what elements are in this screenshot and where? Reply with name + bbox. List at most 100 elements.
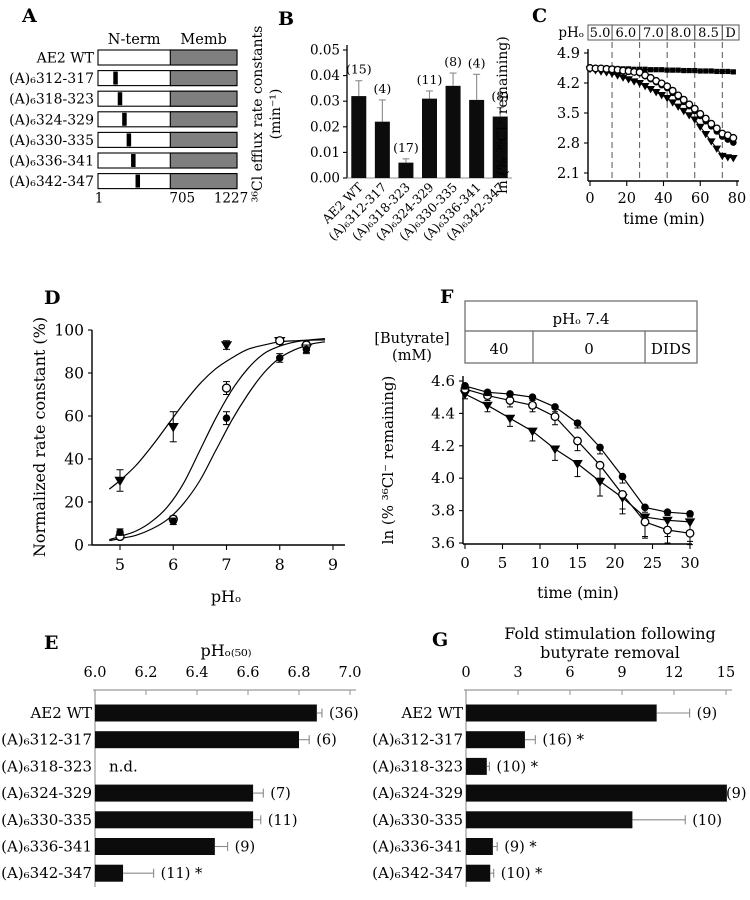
bar xyxy=(466,731,525,749)
y-tick-label: 0.03 xyxy=(310,94,340,110)
panel-f-line-chart: pHₒ 7.4 40 0 DIDS [Butyrate](mM) 4.6 4.4 4.2 4.0… xyxy=(374,300,700,602)
square-marker xyxy=(708,68,714,74)
variant-label: (A)₆330-335 xyxy=(372,811,463,829)
square-marker xyxy=(675,67,681,73)
variant-label: (A)₆318-323 xyxy=(1,757,92,775)
filled-circle-marker xyxy=(276,354,284,362)
panel-c-letter: C xyxy=(532,5,548,27)
butyrate-cell: 40 xyxy=(489,340,508,358)
open-circle-marker xyxy=(674,91,683,100)
square-marker xyxy=(730,69,736,75)
chart-title-line2: butyrate removal xyxy=(540,643,680,662)
x-tick-label: 5 xyxy=(115,555,125,574)
x-tick-label: 6 xyxy=(565,665,574,681)
ala-substitution-band xyxy=(135,174,141,188)
annotation: (9) * xyxy=(504,840,537,856)
open-circle-marker xyxy=(690,104,699,113)
annotation: (36) xyxy=(329,706,359,722)
condition-table xyxy=(464,300,698,364)
triangle-marker xyxy=(504,414,516,424)
y-tick-label: 4.6 xyxy=(431,372,455,390)
x-tick-label: 9 xyxy=(328,555,338,574)
variant-label: (A)₆342-347 xyxy=(9,174,94,190)
ala-substitution-band xyxy=(131,154,136,167)
panel-d-letter: D xyxy=(44,287,61,309)
filled-circle-marker xyxy=(222,414,231,422)
variant-label: AE2 WT xyxy=(400,704,463,722)
x-tick-label: 8 xyxy=(275,555,285,574)
series-open-circles xyxy=(115,336,312,542)
y-tick-label: 4.2 xyxy=(557,76,580,92)
triangle-marker xyxy=(679,107,689,116)
open-circle-marker xyxy=(595,460,605,470)
open-circle-marker xyxy=(701,114,710,123)
triangle-marker xyxy=(549,445,561,455)
triangle-marker xyxy=(673,103,683,111)
bar xyxy=(95,731,299,749)
y-tick-label: 60 xyxy=(64,408,84,426)
memb-box xyxy=(169,111,238,128)
open-circle-marker xyxy=(679,95,688,104)
open-circle-marker xyxy=(528,400,537,410)
bar xyxy=(466,838,493,855)
ph-cell-label: 5.0 xyxy=(590,26,611,41)
residue-705: 705 xyxy=(169,191,195,207)
memb-box xyxy=(169,173,238,190)
residue-1227: 1227 xyxy=(214,191,248,207)
y-tick-label: 2.1 xyxy=(557,166,580,182)
ala-substitution-band xyxy=(126,133,132,147)
filled-circle-marker xyxy=(483,388,492,397)
square-marker xyxy=(681,67,687,74)
y-tick-label: 20 xyxy=(64,494,84,512)
n-count: (4) xyxy=(373,81,391,96)
square-marker xyxy=(714,68,720,75)
variant-label: (A)₆318-323 xyxy=(9,92,94,108)
panel-g-letter: G xyxy=(432,629,449,651)
variant-label: (A)₆324-329 xyxy=(9,112,94,128)
x-tick-label: 6 xyxy=(168,555,178,574)
triangle-marker xyxy=(572,460,583,469)
panel-e-letter: E xyxy=(44,632,59,654)
triangle-marker xyxy=(646,86,655,94)
triangle-marker xyxy=(695,123,705,132)
variant-label: (A)₆336-341 xyxy=(372,838,463,856)
y-tick-label: 40 xyxy=(64,451,84,469)
triangle-marker xyxy=(712,145,722,153)
square-marker xyxy=(719,68,725,75)
triangle-marker xyxy=(657,92,667,100)
bar xyxy=(95,864,124,882)
bar xyxy=(469,99,485,178)
n-count: (8) xyxy=(444,54,462,69)
memb-box xyxy=(169,70,238,87)
triangle-marker xyxy=(220,341,233,351)
square-marker xyxy=(653,67,659,73)
x-tick-label: 0 xyxy=(585,191,594,207)
series-filled-circles xyxy=(461,382,694,518)
memb-box xyxy=(169,152,238,169)
x-tick-label: 15 xyxy=(717,665,735,681)
series-filled-circles xyxy=(586,64,737,146)
chart-title-line1: Fold stimulation following xyxy=(504,624,716,643)
y-axis-label: ln (% ³⁶Cl⁻ remaining) xyxy=(495,36,511,193)
x-tick-label: 60 xyxy=(691,191,709,207)
triangle-marker xyxy=(690,116,700,124)
y-axis-label: Normalized rate constant (%) xyxy=(30,317,49,557)
panel-b-bar-chart: 0.000.010.020.030.040.05(15)AE2 WT(4)(A)… xyxy=(250,26,512,244)
variant-label: (A)₆312-317 xyxy=(9,71,94,87)
x-tick-label: 6.4 xyxy=(185,665,208,681)
annotation: (9) xyxy=(726,786,747,802)
y-tick-label: 4.4 xyxy=(431,404,455,422)
triangle-marker xyxy=(668,99,678,107)
y-axis-label: ³⁶Cl efflux rate constants xyxy=(250,26,266,203)
variant-label: (A)₆336-341 xyxy=(1,838,92,856)
n-count: (11) xyxy=(417,72,443,87)
x-tick-label: 80 xyxy=(728,191,746,207)
ph-cell-label: D xyxy=(725,26,735,41)
triangle-marker xyxy=(482,401,493,411)
annotation: (16) * xyxy=(542,733,584,749)
variant-label: AE2 WT xyxy=(29,704,92,722)
series-filled-triangles xyxy=(459,390,696,542)
bar xyxy=(466,864,491,882)
annotation: (11) * xyxy=(161,866,203,882)
